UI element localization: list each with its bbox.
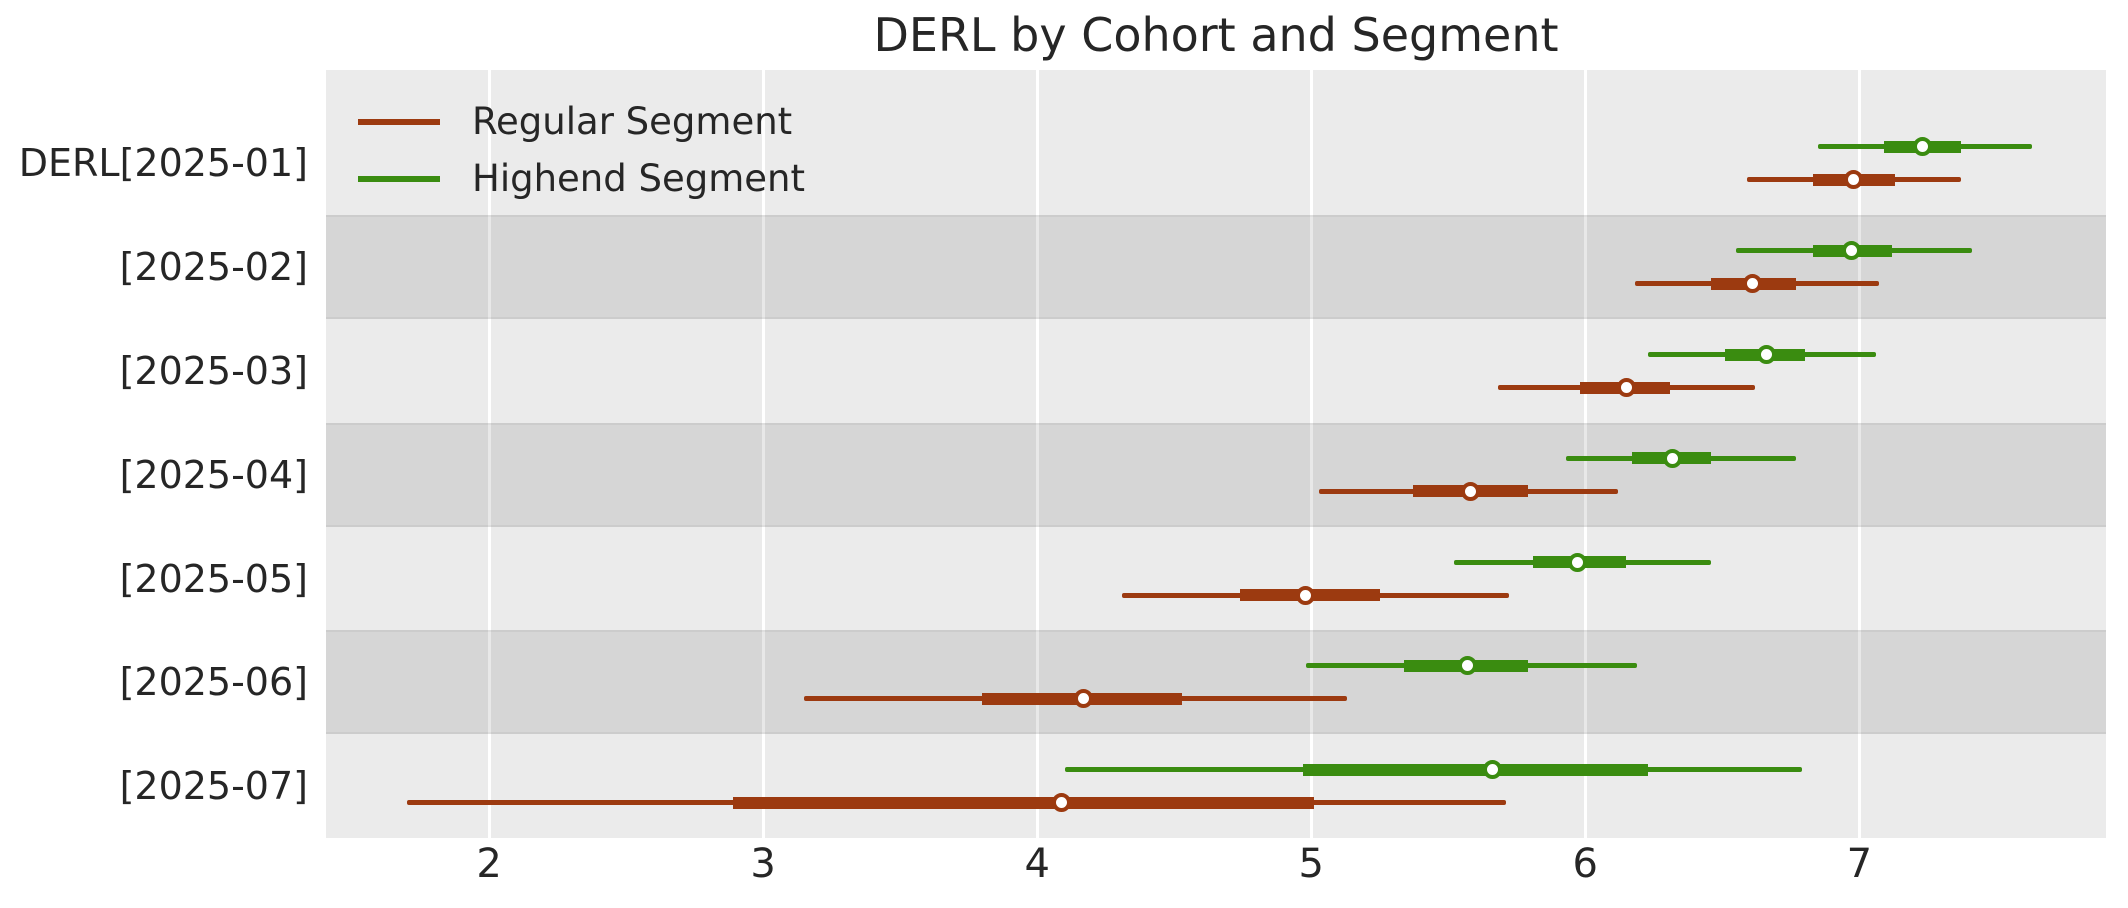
median-marker-highend xyxy=(1841,241,1861,261)
median-marker-regular xyxy=(1460,481,1480,501)
y-axis-label: [2025-05] xyxy=(119,556,308,601)
median-marker-regular xyxy=(1616,378,1636,398)
gridline xyxy=(1583,70,1587,838)
x-axis-tick-label: 6 xyxy=(1572,841,1598,887)
median-marker-highend xyxy=(1457,656,1477,676)
plot-area xyxy=(326,70,2106,838)
x-axis-tick-label: 5 xyxy=(1298,841,1324,887)
median-marker-highend xyxy=(1663,448,1683,468)
gridline xyxy=(487,70,491,838)
gridline xyxy=(1309,70,1313,838)
median-marker-highend xyxy=(1482,760,1502,780)
x-axis-tick-label: 3 xyxy=(750,841,776,887)
legend-line-swatch xyxy=(358,119,440,125)
y-axis-label: [2025-03] xyxy=(119,349,308,394)
median-marker-highend xyxy=(1567,552,1587,572)
median-marker-regular xyxy=(1844,170,1864,190)
y-axis-label: [2025-04] xyxy=(119,452,308,497)
gridline xyxy=(1857,70,1861,838)
legend-label: Highend Segment xyxy=(472,157,805,200)
row-shade-band xyxy=(326,422,2106,527)
legend-line-swatch xyxy=(358,176,440,182)
median-marker-regular xyxy=(1296,585,1316,605)
y-axis-label: DERL[2025-01] xyxy=(18,141,308,186)
legend-label: Regular Segment xyxy=(472,100,793,143)
x-axis-tick-label: 4 xyxy=(1024,841,1050,887)
median-marker-regular xyxy=(1052,793,1072,813)
median-marker-highend xyxy=(1756,345,1776,365)
interval-box-highend xyxy=(1303,763,1649,776)
median-marker-regular xyxy=(1074,689,1094,709)
row-band xyxy=(326,527,2106,631)
median-marker-highend xyxy=(1912,137,1932,157)
y-axis-label: [2025-06] xyxy=(119,660,308,705)
y-axis-label: [2025-07] xyxy=(119,764,308,809)
row-band xyxy=(326,734,2106,838)
y-axis-label: [2025-02] xyxy=(119,245,308,290)
chart-title: DERL by Cohort and Segment xyxy=(873,8,1559,62)
median-marker-regular xyxy=(1742,274,1762,294)
gridline xyxy=(1035,70,1039,838)
row-shade-band xyxy=(326,630,2106,735)
gridline xyxy=(761,70,765,838)
row-shade-band xyxy=(326,215,2106,320)
x-axis-tick-label: 7 xyxy=(1846,841,1873,887)
interval-box-regular xyxy=(732,796,1314,809)
row-band xyxy=(326,319,2106,423)
x-axis-tick-label: 2 xyxy=(476,841,502,887)
